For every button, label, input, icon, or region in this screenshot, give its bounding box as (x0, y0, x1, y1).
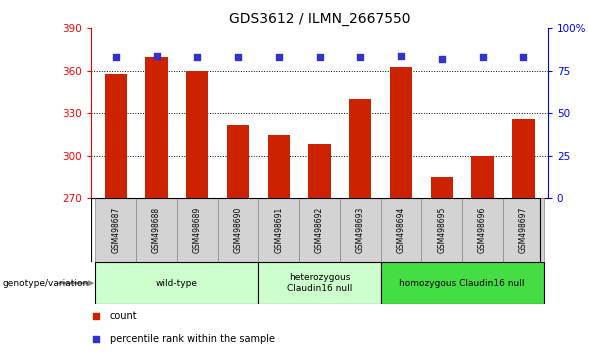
Text: GSM498693: GSM498693 (356, 207, 365, 253)
Point (152, 53, 161, 58)
Bar (340, 198, 380, 262)
Text: wild-type: wild-type (156, 279, 198, 288)
Text: GSM498695: GSM498695 (437, 207, 446, 253)
Point (193, 55, 202, 60)
Bar (259, 262, 380, 304)
Bar (95, 262, 259, 304)
Bar (308, 144, 331, 198)
Text: GSM498687: GSM498687 (111, 207, 120, 253)
Point (437, 56, 446, 62)
Bar (512, 119, 535, 198)
Text: genotype/variation: genotype/variation (3, 279, 89, 288)
Text: GSM498692: GSM498692 (315, 207, 324, 253)
Point (91, 313, 101, 319)
Point (233, 55, 243, 60)
Bar (421, 198, 462, 262)
Bar (95, 198, 136, 262)
Bar (267, 135, 290, 198)
Point (356, 55, 365, 60)
Point (315, 55, 324, 60)
Bar (390, 67, 412, 198)
Point (111, 55, 121, 60)
Title: GDS3612 / ILMN_2667550: GDS3612 / ILMN_2667550 (229, 12, 411, 26)
Bar (259, 198, 299, 262)
Text: heterozygous
Claudin16 null: heterozygous Claudin16 null (287, 274, 352, 293)
Bar (380, 198, 421, 262)
Text: GSM498690: GSM498690 (233, 207, 243, 253)
Point (478, 55, 487, 60)
Point (518, 55, 528, 60)
Bar (503, 198, 544, 262)
Text: GSM498691: GSM498691 (274, 207, 283, 253)
Text: GSM498689: GSM498689 (193, 207, 202, 253)
Text: count: count (110, 311, 137, 321)
Text: GSM498688: GSM498688 (152, 207, 161, 253)
Bar (227, 125, 249, 198)
Bar (462, 198, 503, 262)
Bar (218, 198, 259, 262)
Bar (177, 198, 218, 262)
Bar (431, 177, 453, 198)
Bar (299, 198, 340, 262)
Bar (136, 198, 177, 262)
Bar (380, 262, 544, 304)
Bar (145, 57, 168, 198)
Text: GSM498697: GSM498697 (519, 207, 528, 253)
Bar (104, 74, 127, 198)
Bar (471, 156, 494, 198)
Text: GSM498694: GSM498694 (396, 207, 406, 253)
Point (274, 55, 283, 60)
Point (396, 53, 406, 58)
Bar (186, 71, 209, 198)
Text: GSM498696: GSM498696 (478, 207, 487, 253)
Text: homozygous Claudin16 null: homozygous Claudin16 null (399, 279, 525, 288)
Point (91, 336, 101, 342)
Text: percentile rank within the sample: percentile rank within the sample (110, 334, 274, 344)
Bar (349, 99, 372, 198)
